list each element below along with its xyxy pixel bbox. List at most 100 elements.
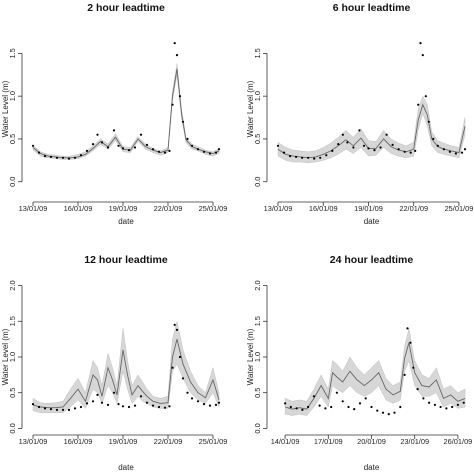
observed-point <box>79 154 83 157</box>
observed-point <box>37 405 41 409</box>
forecast-line <box>277 103 466 159</box>
x-axis-label: date <box>118 217 134 226</box>
x-tick-label: 16/01/09 <box>64 204 93 213</box>
observed-point <box>208 152 212 155</box>
observed-point <box>175 328 179 331</box>
observed-point <box>364 397 367 400</box>
y-tick-label: 1.0 <box>8 91 17 101</box>
observed-point <box>324 407 327 410</box>
observed-point <box>178 95 182 98</box>
observed-point <box>352 146 355 149</box>
observed-point <box>73 156 77 159</box>
observed-point <box>163 151 167 154</box>
observed-point <box>112 391 116 394</box>
observed-point <box>151 404 155 407</box>
observed-point <box>379 146 382 149</box>
observed-point <box>202 403 206 406</box>
y-tick-label: 1.0 <box>253 91 262 101</box>
observed-point <box>157 405 161 409</box>
observed-point <box>85 402 89 405</box>
observed-point <box>376 409 379 412</box>
observed-point <box>325 154 328 157</box>
observed-point <box>301 156 304 159</box>
observed-point <box>173 323 176 326</box>
observed-point <box>175 54 179 57</box>
observed-point <box>433 403 436 406</box>
x-tick-label: 25/01/09 <box>445 204 474 213</box>
y-tick-label: 2.0 <box>8 280 17 290</box>
observed-point <box>171 103 174 106</box>
observed-point <box>73 407 77 410</box>
y-tick-label: 1.5 <box>253 48 262 58</box>
y-tick-label: 1.5 <box>8 48 17 58</box>
y-tick-label: 0.5 <box>253 134 262 144</box>
observed-point <box>67 408 71 411</box>
x-tick-label: 16/01/09 <box>309 204 338 213</box>
observed-point <box>337 143 340 146</box>
observed-point <box>454 152 457 155</box>
chart-title: 12 hour leadtime <box>84 254 168 266</box>
observed-point <box>330 405 333 409</box>
observed-point <box>358 129 361 132</box>
observed-point <box>91 143 95 146</box>
x-tick-label: 20/01/09 <box>357 437 386 446</box>
x-axis-label: date <box>364 463 380 472</box>
observed-point <box>442 148 445 151</box>
observed-point <box>145 401 149 404</box>
observed-point <box>347 405 350 409</box>
observed-point <box>367 147 370 150</box>
observed-point <box>406 327 409 330</box>
observed-point <box>31 144 35 147</box>
observed-point <box>127 149 131 152</box>
observed-point <box>399 405 402 409</box>
forecast-line <box>32 68 220 159</box>
observed-point <box>387 413 390 416</box>
observed-point <box>186 137 189 140</box>
plot-area <box>31 321 221 413</box>
observed-point <box>151 148 155 151</box>
observed-point <box>55 156 59 159</box>
observed-point <box>168 149 171 152</box>
observed-point <box>432 137 435 140</box>
observed-point <box>91 400 95 403</box>
observed-point <box>462 401 465 404</box>
x-tick-label: 25/01/09 <box>199 204 228 213</box>
observed-point <box>214 151 218 154</box>
observed-point <box>31 403 35 406</box>
observed-point <box>157 150 161 153</box>
observed-point <box>37 151 41 154</box>
observed-point <box>217 401 221 404</box>
observed-point <box>358 402 362 405</box>
observed-point <box>421 54 424 57</box>
forecast-line <box>32 338 220 409</box>
observed-point <box>163 406 167 409</box>
y-tick-label: 0.0 <box>8 423 17 433</box>
observed-point <box>79 405 83 409</box>
observed-point <box>289 405 292 409</box>
observed-point <box>106 146 110 149</box>
observed-point <box>121 405 125 408</box>
uncertainty-band <box>284 328 466 416</box>
observed-point <box>181 120 185 123</box>
x-axis-label: date <box>364 217 380 226</box>
observed-point <box>456 403 459 406</box>
observed-point <box>202 150 206 153</box>
x-tick-label: 23/01/09 <box>400 437 429 446</box>
observed-point <box>319 156 322 159</box>
observed-point <box>139 395 143 398</box>
observed-point <box>331 149 334 152</box>
observed-point <box>96 393 99 396</box>
observed-point <box>414 149 417 152</box>
observed-point <box>373 149 376 152</box>
observed-point <box>49 408 53 411</box>
observed-point <box>145 143 149 146</box>
x-tick-label: 22/01/09 <box>154 204 183 213</box>
observed-point <box>307 405 310 409</box>
observed-point <box>133 146 137 149</box>
observed-point <box>393 411 396 414</box>
observed-point <box>171 366 174 369</box>
observed-point <box>318 404 321 407</box>
observed-point <box>463 148 467 151</box>
observed-point <box>335 391 338 394</box>
observed-point <box>190 397 194 400</box>
